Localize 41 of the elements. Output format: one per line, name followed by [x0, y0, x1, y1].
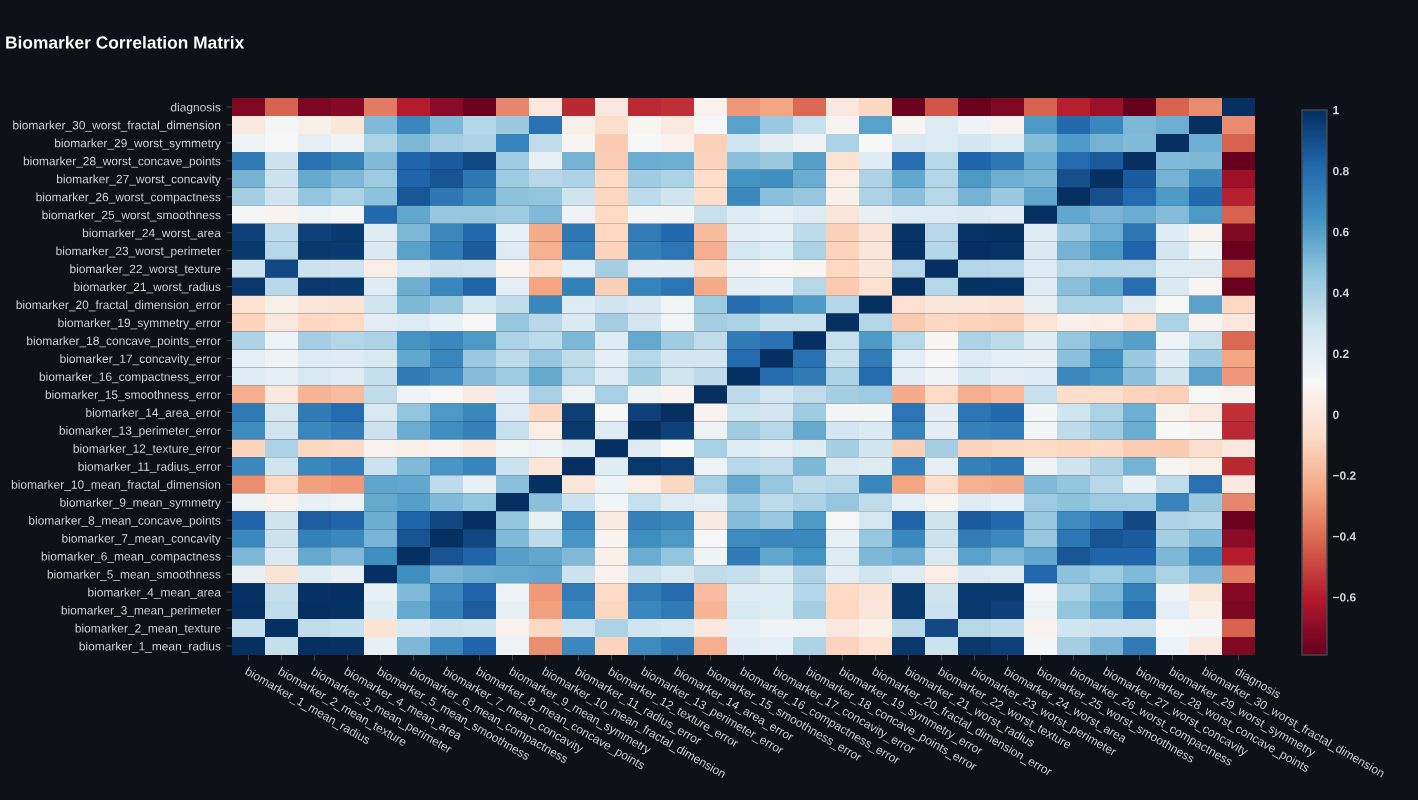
- color-bar-label: 0.4: [1333, 288, 1350, 298]
- color-bar-label: −0.2: [1333, 471, 1356, 480]
- color-bar-label: 0.6: [1333, 227, 1349, 237]
- color-bar-label: −0.6: [1333, 593, 1356, 602]
- y-tick-label: biomarker_24_worst_area: [82, 228, 221, 240]
- y-tick-label: biomarker_6_mean_compactness: [41, 551, 221, 563]
- y-tick-label: diagnosis: [170, 102, 221, 114]
- y-tick-label: biomarker_9_mean_symmetry: [60, 497, 221, 510]
- y-tick-label: biomarker_18_concave_points_error: [27, 336, 221, 348]
- y-tick-label: biomarker_29_worst_symmetry: [55, 138, 221, 150]
- y-tick-label: biomarker_2_mean_texture: [75, 623, 221, 635]
- y-tick-label: biomarker_12_texture_error: [73, 444, 221, 456]
- y-tick-label: biomarker_3_mean_perimeter: [61, 605, 221, 617]
- y-tick-label: biomarker_8_mean_concave_points: [29, 515, 221, 528]
- y-tick-label: biomarker_13_perimeter_error: [59, 426, 221, 438]
- y-tick-label: biomarker_15_smoothness_error: [45, 390, 221, 402]
- y-tick-label: biomarker_27_worst_concavity: [57, 174, 221, 186]
- y-tick-label: biomarker_5_mean_smoothness: [47, 569, 221, 581]
- y-tick-label: biomarker_16_compactness_error: [39, 372, 221, 384]
- y-tick-label: biomarker_19_symmetry_error: [58, 318, 221, 330]
- y-tick-label: biomarker_23_worst_perimeter: [56, 246, 221, 258]
- y-tick-label: biomarker_30_worst_fractal_dimension: [13, 120, 221, 132]
- y-tick-label: biomarker_22_worst_texture: [70, 264, 221, 276]
- color-bar-label: −0.4: [1333, 532, 1357, 541]
- y-tick-label: biomarker_14_area_error: [86, 408, 221, 420]
- color-bar-label: 1: [1333, 106, 1339, 115]
- color-bar-label: 0: [1333, 410, 1339, 419]
- y-tick-label: biomarker_11_radius_error: [78, 462, 221, 474]
- color-bar-label: 0.2: [1333, 349, 1349, 359]
- y-tick-label: biomarker_10_mean_fractal_dimension: [11, 479, 221, 492]
- y-tick-label: biomarker_25_worst_smoothness: [42, 210, 221, 222]
- y-tick-label: biomarker_17_concavity_error: [60, 354, 221, 366]
- y-tick-label: biomarker_7_mean_concavity: [62, 533, 221, 546]
- y-tick-label: biomarker_28_worst_concave_points: [23, 156, 221, 168]
- y-tick-label: biomarker_20_fractal_dimension_error: [16, 300, 221, 312]
- y-tick-label: biomarker_21_worst_radius: [74, 282, 221, 294]
- y-tick-label: biomarker_1_mean_radius: [79, 641, 221, 653]
- y-tick-label: biomarker_4_mean_area: [88, 587, 221, 599]
- y-tick-label: biomarker_26_worst_compactness: [36, 192, 221, 204]
- chart-title: Biomarker Correlation Matrix: [6, 35, 245, 49]
- color-bar-label: 0.8: [1333, 166, 1349, 176]
